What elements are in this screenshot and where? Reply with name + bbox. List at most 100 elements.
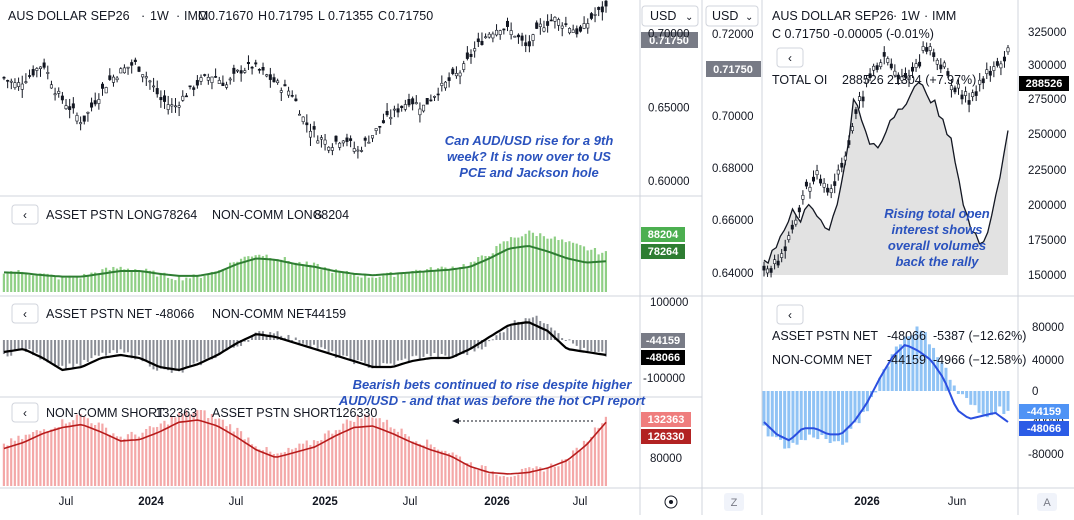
long-bar xyxy=(590,249,593,292)
svg-text:·: · xyxy=(141,9,145,23)
net-bar xyxy=(418,340,421,359)
price-candle-body xyxy=(538,23,542,27)
short-bar xyxy=(561,459,564,486)
right-net-legend: ASSET PSTN NET -48066 -5387 (−12.62%) NON-C… xyxy=(772,329,1026,367)
net-bar xyxy=(579,340,582,351)
short-bar xyxy=(261,450,265,486)
middle-price-tag xyxy=(706,61,761,77)
right-price-candle-body xyxy=(865,78,869,84)
right-net-bar xyxy=(907,336,911,391)
long-bar xyxy=(250,256,254,292)
collapse-pane1-button[interactable] xyxy=(11,204,39,225)
price-candle-body xyxy=(338,142,342,148)
net-bar xyxy=(199,340,202,366)
short-bar xyxy=(21,438,24,486)
net-bar xyxy=(254,332,257,340)
short-bar xyxy=(524,468,527,486)
left-price-tag-text: 0.71750 xyxy=(649,35,689,47)
price-candle-body xyxy=(228,78,232,81)
zoom-button-label: Z xyxy=(731,497,738,509)
price-candle-body xyxy=(283,84,287,87)
short-bar xyxy=(280,452,283,486)
right-net-bar xyxy=(890,354,894,391)
long-bar xyxy=(436,268,440,292)
short-bar xyxy=(6,445,9,486)
collapse-oi-button[interactable] xyxy=(776,47,804,68)
net-bar xyxy=(68,340,71,364)
middle-price-tag-text: 0.71750 xyxy=(713,64,753,76)
price-candle-body xyxy=(152,85,156,88)
net-bar xyxy=(28,340,31,350)
net-bar xyxy=(291,340,294,341)
right-net-bar xyxy=(853,391,857,423)
price-candle-body xyxy=(396,108,400,113)
price-candle-body xyxy=(389,117,393,120)
zoom-button[interactable] xyxy=(724,493,744,511)
oi-axis-tick: 325000 xyxy=(1028,27,1066,39)
right-price-candle-body xyxy=(988,70,992,76)
price-candle-body xyxy=(20,83,24,90)
short-bar xyxy=(287,447,290,486)
net-bar xyxy=(214,340,217,359)
right-net-bar xyxy=(841,391,845,445)
short-bar xyxy=(185,410,188,486)
short-bar xyxy=(272,454,275,486)
net-bar xyxy=(57,340,60,367)
net-bar xyxy=(75,340,78,364)
price-candle-body xyxy=(392,108,396,111)
short-bar xyxy=(53,427,57,486)
annotation-line: week? It is now over to US xyxy=(447,149,611,164)
short-bar xyxy=(334,430,338,486)
long-bar xyxy=(196,275,199,292)
short-bar xyxy=(520,468,524,486)
legend-value: -48066 xyxy=(887,329,926,343)
long-bar xyxy=(53,275,57,292)
right-net-bar xyxy=(911,335,915,391)
settings-gear-icon[interactable] xyxy=(664,495,678,509)
net-bar xyxy=(53,340,56,367)
right-price-candle-body xyxy=(981,78,985,84)
long-bar xyxy=(571,242,575,292)
asset-short-line xyxy=(3,419,607,475)
right-net-bar xyxy=(932,347,936,391)
price-candle-body xyxy=(119,68,123,74)
price-candle-body xyxy=(301,116,305,123)
net-bar xyxy=(338,340,341,357)
short-bar xyxy=(353,421,356,486)
net-bar xyxy=(480,340,483,350)
collapse-pane3-button[interactable] xyxy=(11,402,39,423)
short-bar xyxy=(148,426,151,486)
long-bar xyxy=(283,257,286,292)
net-bar xyxy=(499,332,502,340)
long-bar xyxy=(367,277,370,292)
price-candle-body xyxy=(578,26,582,32)
right-net-bar xyxy=(812,391,816,438)
collapse-right-net-button[interactable] xyxy=(776,304,804,325)
collapse-pane2-button[interactable] xyxy=(11,303,39,324)
short-bar xyxy=(243,439,246,486)
price-candle-body xyxy=(440,82,444,86)
long-bar xyxy=(360,277,363,292)
annotation-line: Bearish bets continued to rise despite h… xyxy=(353,377,633,392)
price-candle-body xyxy=(458,72,462,77)
middle-currency-select[interactable] xyxy=(705,5,759,27)
right-net-bar xyxy=(878,377,882,391)
price-candle-body xyxy=(462,63,466,70)
net-bar xyxy=(429,340,432,357)
short-bar xyxy=(396,431,400,486)
auto-scale-button[interactable] xyxy=(1037,493,1057,511)
price-candle-body xyxy=(243,70,247,73)
price-candle-body xyxy=(290,95,294,97)
right-price-candle-body xyxy=(911,66,915,72)
short-bar xyxy=(371,417,374,486)
net-bar xyxy=(593,340,596,353)
value-tag xyxy=(641,333,685,348)
right-price-candle-body xyxy=(787,235,791,240)
currency-select[interactable] xyxy=(641,5,699,27)
right-net-bar xyxy=(985,391,989,418)
short-positions-bars xyxy=(2,410,607,486)
short-bar xyxy=(426,439,429,486)
value-tag-text: -48066 xyxy=(646,352,680,364)
asset-long-line xyxy=(3,245,607,278)
